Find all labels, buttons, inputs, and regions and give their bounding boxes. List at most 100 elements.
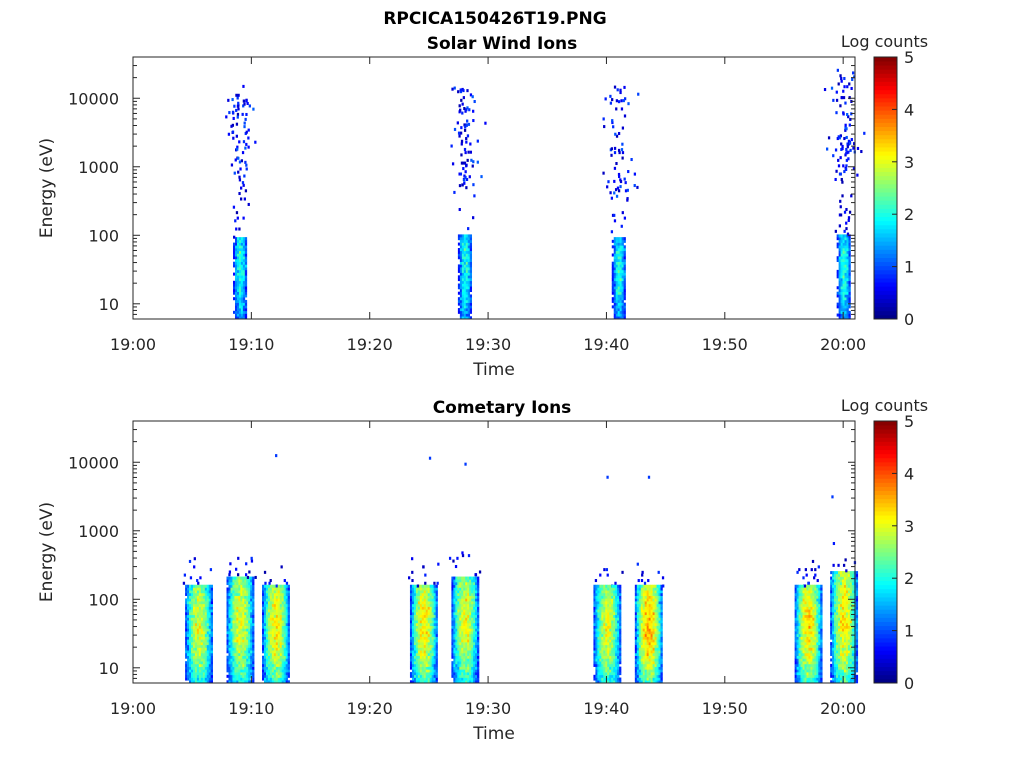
heatmap-cell [417,663,421,667]
heatmap-cell [240,639,243,643]
heatmap-cell [194,617,198,621]
heatmap-cell [245,112,248,116]
heatmap-cell [252,601,255,605]
heatmap-cell [619,636,622,640]
heatmap-cell [421,663,425,667]
heatmap-cell [613,650,616,654]
heatmap-cell [619,286,622,290]
heatmap-cell [238,175,241,179]
heatmap-cell [234,620,237,624]
heatmap-cell [285,652,288,657]
heatmap-cell [846,261,849,265]
heatmap-cell [656,644,659,648]
heatmap-cell [465,595,468,599]
heatmap-cell [250,590,253,594]
heatmap-cell [236,145,239,149]
heatmap-cell [638,666,642,670]
heatmap-cell [279,666,283,670]
heatmap-cell [458,110,461,114]
heatmap-cell [475,606,478,610]
heatmap-cell [248,609,251,613]
heatmap-cell [189,620,192,624]
heatmap-cell [204,633,208,637]
heatmap-cell [623,256,626,260]
heatmap-cell [605,603,608,607]
heatmap-cell [597,606,600,610]
heatmap-cell [234,305,238,309]
heatmap-cell [477,669,480,673]
heatmap-cell [191,655,194,659]
heatmap-cell [421,614,425,618]
heatmap-cell [646,666,649,670]
heatmap-cell [191,680,194,684]
heatmap-cell [234,669,237,673]
heatmap-cell [463,639,466,643]
heatmap-cell [244,677,247,681]
heatmap-cell [230,636,233,640]
heatmap-cell [599,617,602,621]
heatmap-cell [467,237,471,241]
heatmap-cell [654,587,657,591]
heatmap-cell [234,297,238,301]
heatmap-cell [658,639,661,643]
heatmap-cell [636,655,640,659]
heatmap-cell [459,297,463,301]
heatmap-cell [242,587,245,591]
heatmap-cell [252,669,255,673]
heatmap-cell [234,576,237,580]
heatmap-cell [283,620,286,624]
heatmap-cell [242,655,245,659]
heatmap-cell [267,614,271,618]
heatmap-cell [638,601,642,605]
heatmap-cell [263,647,267,651]
heatmap-cell [265,622,269,626]
heatmap-cell [277,625,281,629]
heatmap-cell [615,663,618,667]
heatmap-cell [427,674,430,678]
heatmap-cell [613,151,617,155]
heatmap-cell [461,576,464,580]
heatmap-cell [463,666,466,670]
heatmap-cell [242,628,245,632]
heatmap-cell [248,669,251,673]
heatmap-cell [419,636,423,640]
colorbar-segment [874,57,897,62]
heatmap-cell [196,655,200,659]
heatmap-cell [459,310,463,314]
heatmap-cell [228,628,231,632]
heatmap-cell [848,288,851,293]
heatmap-cell [473,663,476,667]
heatmap-cell [638,663,642,667]
heatmap-cell [238,283,242,287]
heatmap-cell [415,647,419,651]
heatmap-cell [435,644,438,648]
heatmap-cell [475,582,478,586]
heatmap-cell [210,584,213,588]
heatmap-cell [469,278,473,282]
heatmap-cell [192,661,196,665]
heatmap-cell [425,612,429,616]
heatmap-cell [615,601,618,605]
heatmap-cell [473,628,476,632]
heatmap-cell [419,592,423,596]
heatmap-cell [240,647,243,651]
heatmap-cell [273,663,277,667]
heatmap-cell [241,181,245,185]
heatmap-cell [273,642,277,646]
heatmap-cell [269,614,273,618]
heatmap-cell [421,655,425,659]
heatmap-cell [453,592,456,596]
heatmap-cell [233,250,236,254]
heatmap-cell [461,258,465,262]
heatmap-cell [234,310,238,314]
heatmap-cell [283,647,286,651]
heatmap-cell [252,628,255,632]
heatmap-cell [185,628,188,632]
heatmap-cell [842,258,845,262]
heatmap-cell [226,579,229,583]
heatmap-cell [463,299,467,303]
heatmap-cell [244,302,248,306]
heatmap-cell [238,601,241,605]
heatmap-cell [196,603,200,607]
heatmap-cell [234,219,237,223]
